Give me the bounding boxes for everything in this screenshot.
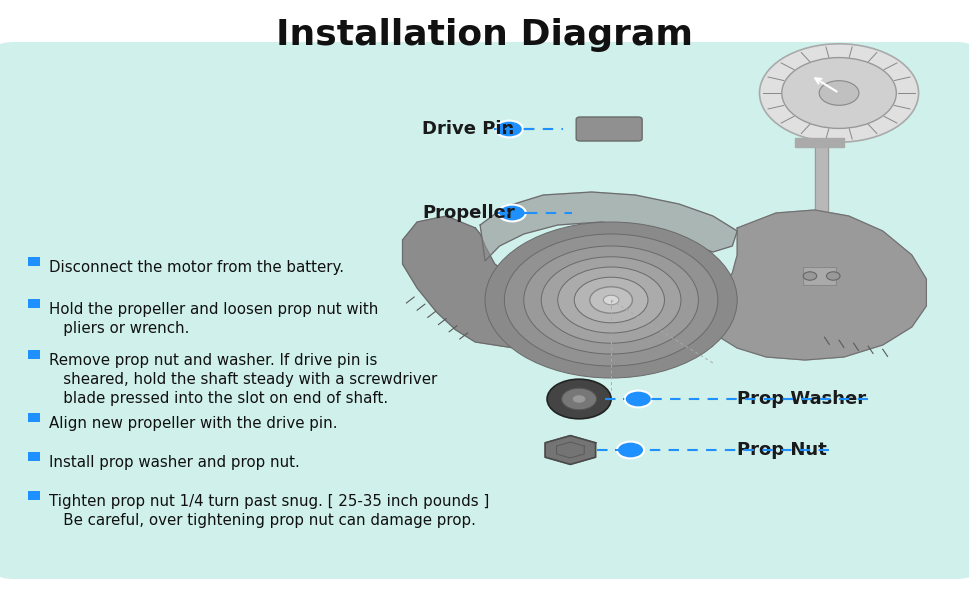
Polygon shape xyxy=(707,210,925,360)
Circle shape xyxy=(484,222,736,378)
FancyBboxPatch shape xyxy=(28,452,40,461)
Circle shape xyxy=(603,295,618,305)
FancyBboxPatch shape xyxy=(28,350,40,359)
Circle shape xyxy=(541,257,680,343)
Polygon shape xyxy=(795,138,843,147)
Circle shape xyxy=(616,442,643,458)
Circle shape xyxy=(557,267,664,333)
FancyBboxPatch shape xyxy=(576,117,641,141)
Circle shape xyxy=(826,272,839,280)
Text: Prop Washer: Prop Washer xyxy=(736,390,865,408)
Polygon shape xyxy=(802,267,835,285)
Text: Propeller: Propeller xyxy=(422,204,515,222)
Circle shape xyxy=(802,272,816,280)
Polygon shape xyxy=(480,192,736,261)
Circle shape xyxy=(547,379,610,419)
Circle shape xyxy=(498,205,525,221)
Text: Installation Diagram: Installation Diagram xyxy=(276,18,693,52)
Circle shape xyxy=(589,287,632,313)
Text: Tighten prop nut 1/4 turn past snug. [ 25-35 inch pounds ]
   Be careful, over t: Tighten prop nut 1/4 turn past snug. [ 2… xyxy=(48,494,488,528)
Polygon shape xyxy=(814,144,828,300)
Circle shape xyxy=(572,395,585,403)
FancyBboxPatch shape xyxy=(28,413,40,422)
FancyBboxPatch shape xyxy=(28,299,40,308)
Circle shape xyxy=(495,121,522,137)
Circle shape xyxy=(759,44,918,142)
FancyBboxPatch shape xyxy=(0,42,969,579)
Text: Prop Nut: Prop Nut xyxy=(736,441,827,459)
Circle shape xyxy=(561,388,596,410)
Text: Install prop washer and prop nut.: Install prop washer and prop nut. xyxy=(48,455,299,470)
Circle shape xyxy=(523,246,698,354)
Circle shape xyxy=(781,58,895,128)
Text: Remove prop nut and washer. If drive pin is
   sheared, hold the shaft steady wi: Remove prop nut and washer. If drive pin… xyxy=(48,353,436,406)
Circle shape xyxy=(574,277,647,323)
Circle shape xyxy=(624,391,651,407)
FancyBboxPatch shape xyxy=(28,491,40,500)
FancyBboxPatch shape xyxy=(28,257,40,266)
Text: Hold the propeller and loosen prop nut with
   pliers or wrench.: Hold the propeller and loosen prop nut w… xyxy=(48,302,378,336)
Text: Disconnect the motor from the battery.: Disconnect the motor from the battery. xyxy=(48,260,343,275)
Polygon shape xyxy=(545,436,595,464)
Text: Drive Pin: Drive Pin xyxy=(422,120,514,138)
Text: Align new propeller with the drive pin.: Align new propeller with the drive pin. xyxy=(48,416,336,431)
Circle shape xyxy=(818,81,859,106)
Polygon shape xyxy=(402,216,596,348)
Circle shape xyxy=(504,234,717,366)
